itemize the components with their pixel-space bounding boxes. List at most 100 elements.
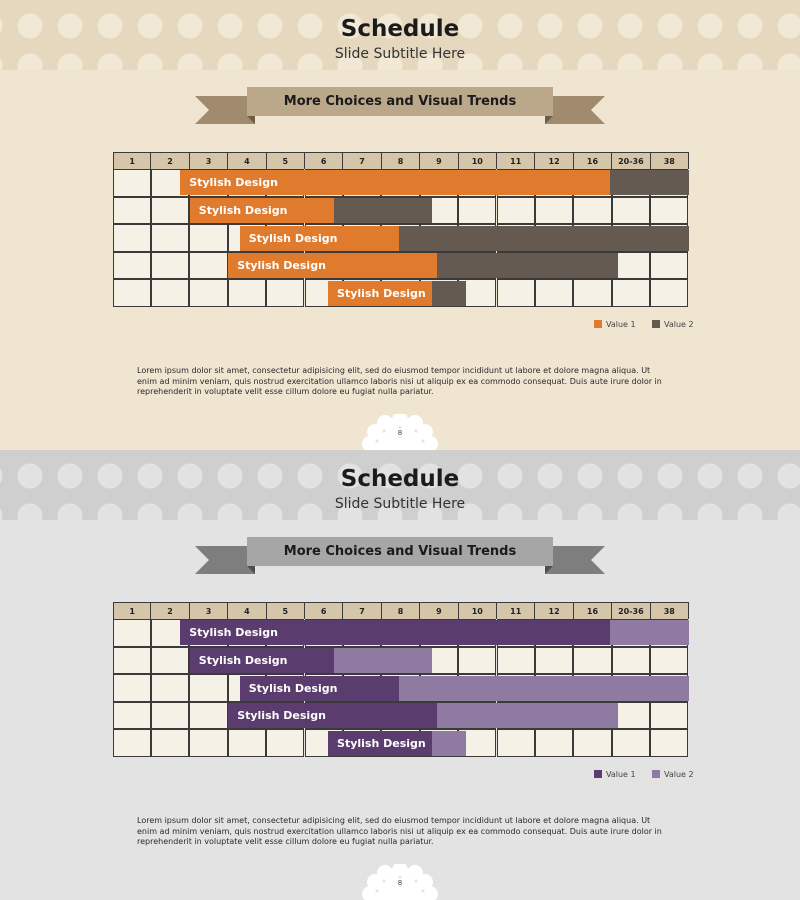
task-bar-value2: [431, 730, 467, 756]
ribbon-label: More Choices and Visual Trends: [283, 544, 517, 559]
body-paragraph: Lorem ipsum dolor sit amet, consectetur …: [137, 816, 662, 846]
grid-cell: [650, 279, 689, 307]
grid-cell: [266, 729, 305, 757]
task-bar-label: Stylish Design: [198, 203, 288, 217]
column-header: 11: [497, 152, 536, 169]
task-bar-value2: [610, 620, 689, 646]
task-bar-value1: [228, 703, 438, 729]
task-bar-label: Stylish Design: [337, 286, 426, 300]
grid-cell: [611, 279, 651, 307]
grid-cell: [496, 646, 535, 675]
ribbon-label: More Choices and Visual Trends: [283, 94, 517, 109]
task-bar-value2: [333, 197, 432, 223]
grid-cell: [189, 279, 228, 307]
column-header: 11: [497, 602, 536, 619]
grid-cell: [650, 646, 689, 675]
grid-cell: [496, 196, 535, 225]
task-bar-label: Stylish Design: [189, 626, 278, 640]
column-header: 3: [189, 602, 229, 619]
task-bar-value1: [328, 280, 432, 306]
task-bar-label: Stylish Design: [337, 736, 426, 750]
column-header: 12: [535, 602, 574, 619]
ribbon-shape: [195, 537, 605, 574]
grid-cell: [112, 169, 151, 197]
legend-label-value1: Value 1: [606, 320, 636, 329]
legend-swatch-value1: [594, 320, 602, 328]
grid-cell: [112, 251, 151, 280]
grid-cell: [150, 279, 190, 307]
legend-label-value1: Value 1: [606, 770, 636, 779]
column-header: 1: [113, 602, 152, 619]
grid-cell: [112, 701, 151, 730]
legend-swatch-value2: [652, 770, 660, 778]
column-header: 2: [151, 602, 190, 619]
legend-value2: Value 2: [652, 320, 694, 330]
grid-cell: [458, 196, 497, 225]
page-number: 8: [397, 429, 403, 437]
grid-cell: [112, 196, 151, 225]
grid-cell: [496, 279, 535, 307]
column-header: 16: [573, 152, 613, 169]
ribbon-banner: More Choices and Visual Trends: [195, 536, 605, 576]
grid-cell: [650, 251, 689, 280]
grid-cell: [189, 251, 228, 280]
legend-swatch-value2: [652, 320, 660, 328]
column-header: 2: [151, 152, 190, 169]
task-bar-value1: [328, 730, 432, 756]
legend-swatch-value1: [594, 770, 602, 778]
grid-cell: [150, 701, 190, 730]
grid-cell: [573, 196, 612, 225]
task-bar-value1: [239, 225, 400, 251]
column-header: 38: [650, 602, 689, 619]
task-bar-label: Stylish Design: [189, 176, 278, 190]
column-header: 7: [343, 602, 382, 619]
grid-cell: [611, 196, 651, 225]
grid-cell: [189, 674, 228, 702]
task-bar-value1: [189, 197, 334, 223]
ribbon-shape: [195, 87, 605, 124]
task-bar-value1: [228, 253, 438, 279]
task-bar-label: Stylish Design: [198, 653, 288, 667]
grid-cell: [150, 729, 190, 757]
grid-cell: [458, 646, 497, 675]
grid-cell: [227, 729, 267, 757]
grid-cell: [112, 729, 151, 757]
column-header: 4: [228, 602, 267, 619]
grid-cell: [189, 729, 228, 757]
grid-cell: [112, 224, 151, 252]
grid-cell: [496, 729, 535, 757]
grid-cell: [611, 701, 651, 730]
column-header: 10: [458, 602, 497, 619]
column-header: 10: [458, 152, 497, 169]
ribbon-banner: More Choices and Visual Trends: [195, 86, 605, 126]
task-bar-value2: [437, 253, 618, 279]
column-header: 6: [305, 152, 344, 169]
polka-dot-banner: [0, 0, 800, 70]
slide-subtitle: Slide Subtitle Here: [334, 496, 466, 512]
polka-dot-banner: [0, 450, 800, 520]
grid-cell: [150, 674, 190, 702]
grid-cell: [112, 646, 151, 675]
grid-cell: [534, 196, 574, 225]
column-header: 5: [266, 602, 305, 619]
column-header: 9: [420, 602, 459, 619]
grid-cell: [534, 646, 574, 675]
grid-cell: [650, 701, 689, 730]
column-header: 4: [228, 152, 267, 169]
column-header: 8: [381, 152, 421, 169]
column-header: 7: [343, 152, 382, 169]
grid-cell: [227, 279, 267, 307]
slide-1: Schedule Slide Subtitle Here More Choice…: [0, 0, 800, 450]
legend-label-value2: Value 2: [664, 320, 694, 329]
slide-title: Schedule: [340, 466, 460, 492]
doily-decoration: [362, 864, 438, 900]
legend-label-value2: Value 2: [664, 770, 694, 779]
column-header: 16: [573, 602, 613, 619]
column-header: 6: [305, 602, 344, 619]
grid-cell: [611, 251, 651, 280]
task-bar-label: Stylish Design: [237, 709, 326, 723]
slide-subtitle: Slide Subtitle Here: [334, 46, 466, 62]
legend-value1: Value 1: [594, 770, 636, 780]
task-bar-value2: [610, 170, 689, 196]
grid-cell: [611, 646, 651, 675]
